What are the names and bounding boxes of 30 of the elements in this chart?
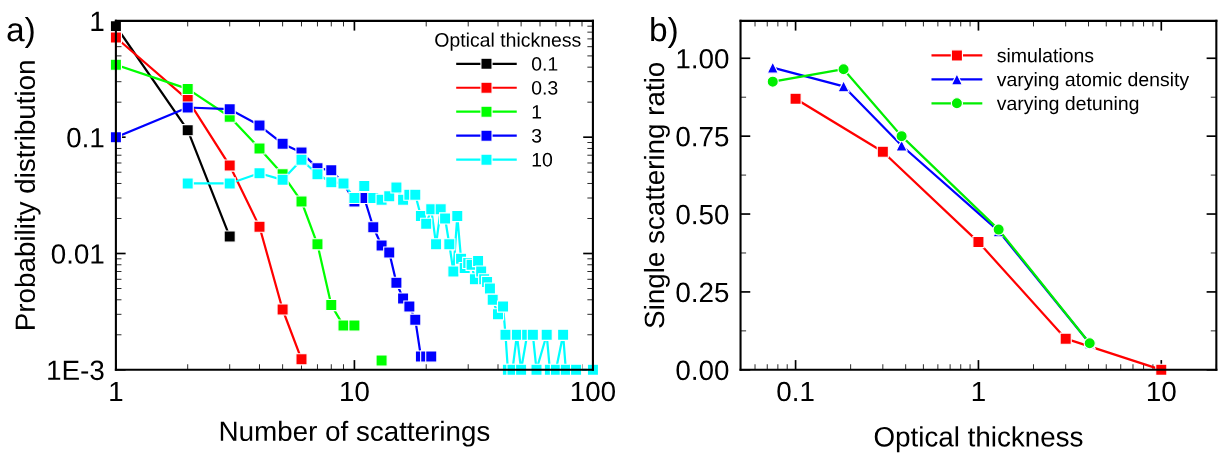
legend-title: Optical thickness — [435, 32, 581, 51]
x-tick-label: 0.1 — [777, 381, 814, 402]
x-tick-label: 1 — [972, 381, 985, 402]
y-tick-label: 1E-3 — [48, 360, 104, 381]
x-tick-label: 10 — [341, 381, 369, 402]
y-tick-label: 0.00 — [676, 360, 729, 381]
legend-label: simulations — [997, 48, 1094, 63]
y-tick-label: 0.50 — [676, 204, 729, 225]
y-axis-title: Single scattering ratio — [643, 62, 670, 328]
text: a) — [7, 16, 34, 48]
x-axis-title: Optical thickness — [874, 426, 1083, 453]
legend-label: varying atomic density — [996, 72, 1190, 91]
text: b) — [651, 16, 677, 48]
x-tick-label: 100 — [571, 381, 616, 402]
legend-label: varying detuning — [996, 96, 1139, 115]
y-tick-label: 1 — [91, 11, 104, 31]
y-tick-label: 0.1 — [67, 127, 104, 148]
legend-label: 0.3 — [531, 80, 558, 95]
x-tick-label: 1 — [110, 381, 123, 402]
y-tick-label: 0.75 — [676, 126, 729, 147]
y-tick-label: 0.01 — [51, 244, 104, 264]
y-tick-label: 0.25 — [676, 282, 729, 303]
legend-label: 3 — [531, 128, 542, 143]
y-tick-label: 1.00 — [677, 48, 729, 69]
y-axis-title: Probability distribution — [14, 61, 41, 329]
legend-label: 0.1 — [531, 57, 558, 71]
legend-label: 10 — [532, 152, 553, 167]
legend-label: 1 — [532, 105, 542, 119]
x-axis-title: Number of scatterings — [220, 420, 490, 447]
x-tick-label: 10 — [1147, 381, 1176, 402]
